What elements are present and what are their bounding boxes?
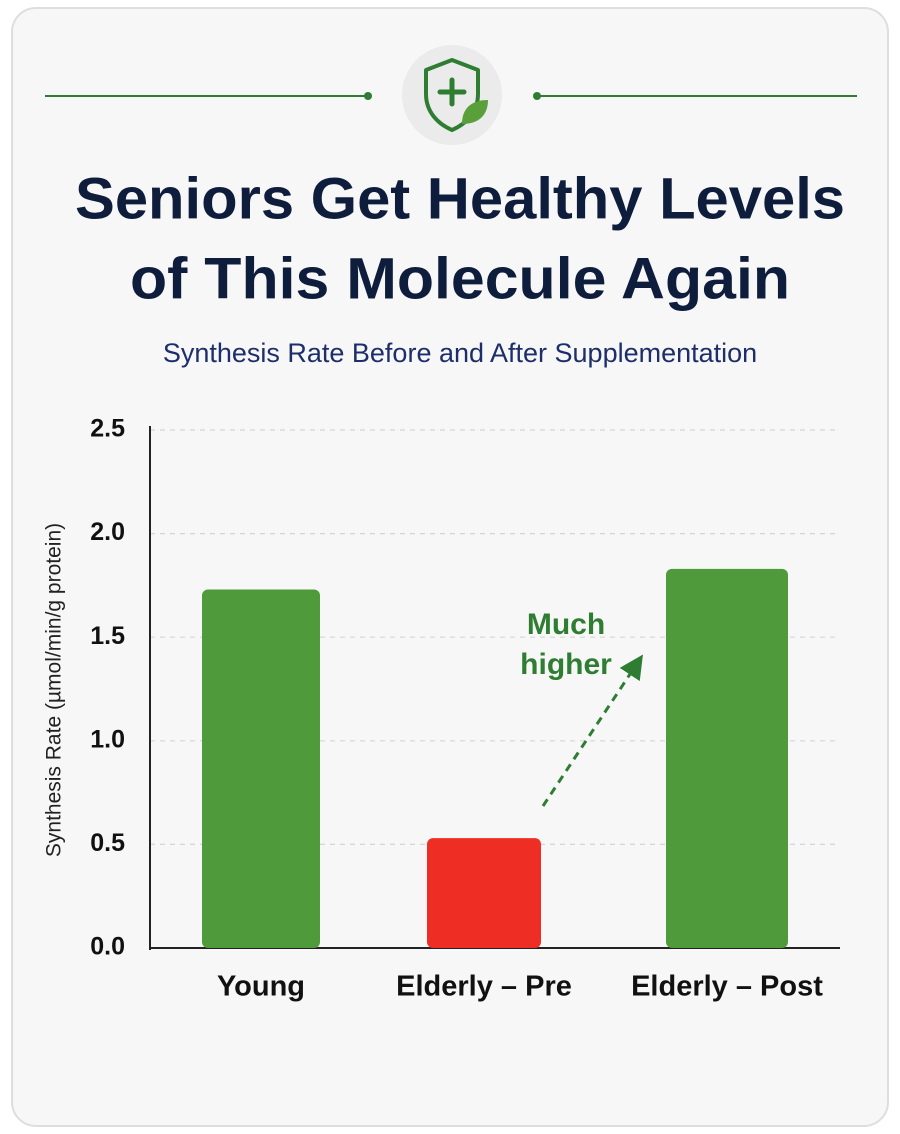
plot: 0.0 0.5 1.0 1.5 2.0 2.5 Young Elderly – Pre Elde… (90, 415, 840, 1003)
chart-title: Seniors Get Healthy Levels (75, 166, 845, 231)
y-tick-label: 1.5 (90, 622, 125, 650)
x-tick-label: Elderly – Post (631, 971, 823, 1003)
y-tick-label: 2.5 (90, 415, 125, 443)
chart-title: of This Molecule Again (130, 246, 790, 311)
y-tick-label: 0.5 (90, 829, 125, 857)
divider-dot (533, 92, 541, 100)
annotation: higher (520, 648, 612, 681)
divider-dot (364, 92, 372, 100)
icon (402, 45, 502, 145)
annotation: Much (527, 608, 605, 641)
y-tick-label: 0.0 (90, 933, 125, 961)
bar (666, 568, 788, 948)
y-axis-title: Synthesis Rate (µmol/min/g protein) (43, 523, 66, 857)
bar (427, 838, 541, 948)
y-tick-label: 1.0 (90, 725, 125, 753)
y-tick-label: 2.0 (90, 518, 125, 546)
annotation-arrow (541, 654, 643, 807)
x-tick-label: Elderly – Pre (396, 971, 572, 1003)
bar (202, 589, 320, 948)
chart-subtitle: Synthesis Rate Before and After Suppleme… (163, 338, 757, 368)
x-tick-label: Young (217, 971, 305, 1003)
